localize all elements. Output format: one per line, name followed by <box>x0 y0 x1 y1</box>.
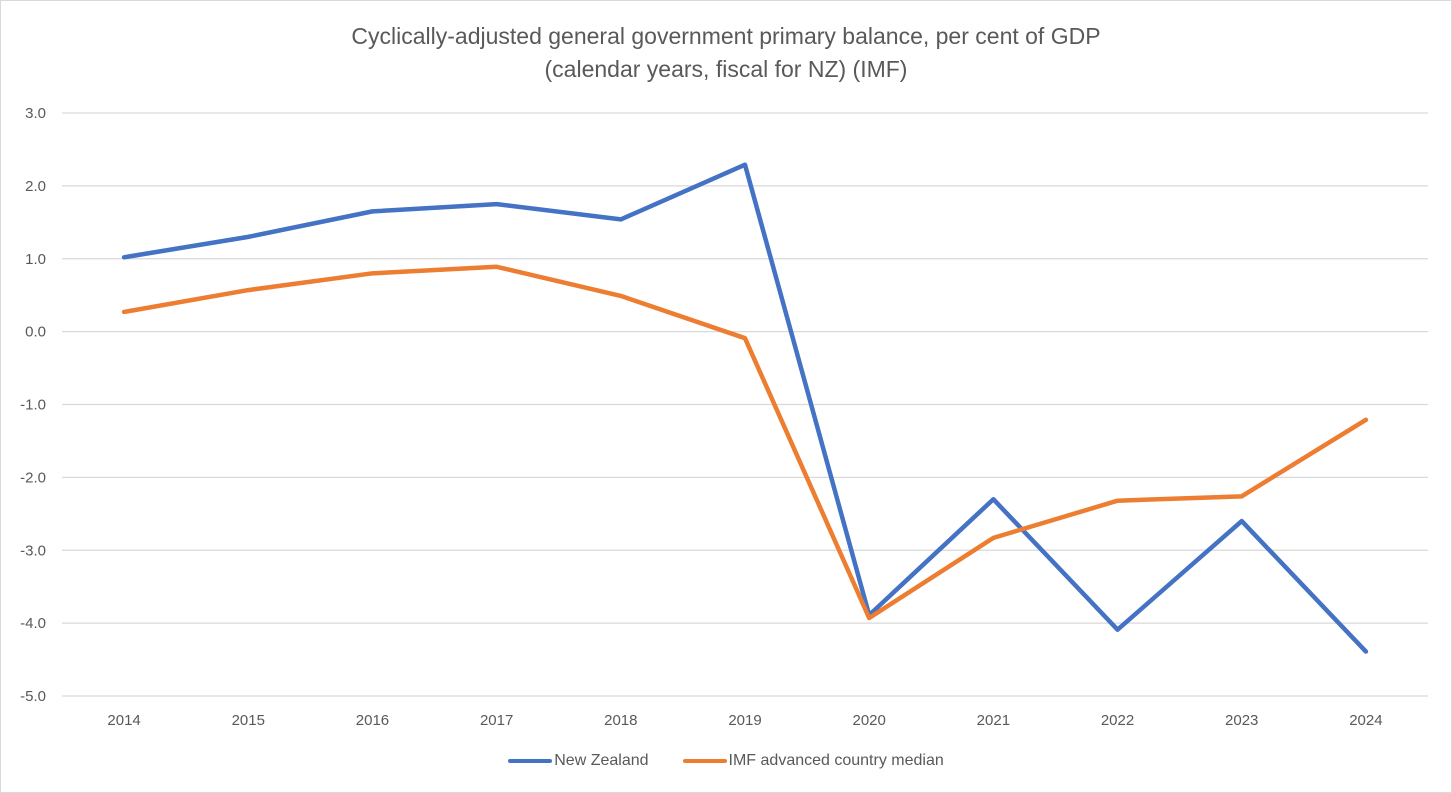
x-tick-label: 2014 <box>107 712 140 729</box>
y-tick-label: -4.0 <box>20 615 46 632</box>
series-line-imf-advanced-country-median[interactable] <box>121 264 1369 621</box>
y-tick-label: 3.0 <box>25 105 46 122</box>
legend: New Zealand IMF advanced country median <box>0 752 1452 770</box>
series-lines <box>121 162 1369 654</box>
x-tick-label: 2024 <box>1349 712 1382 729</box>
x-tick-label: 2015 <box>232 712 265 729</box>
gridlines <box>62 112 1428 697</box>
y-tick-label: -5.0 <box>20 688 46 705</box>
legend-swatch-new-zealand <box>508 759 553 763</box>
legend-item-new-zealand[interactable]: New Zealand <box>508 752 649 770</box>
y-tick-label: -1.0 <box>20 397 46 414</box>
legend-label: New Zealand <box>554 752 649 769</box>
legend-label: IMF advanced country median <box>728 752 944 769</box>
legend-item-imf-median[interactable]: IMF advanced country median <box>682 752 944 770</box>
chart-title: Cyclically-adjusted general government p… <box>351 23 1101 49</box>
x-axis-ticks: 2014 2015 2016 2017 2018 2019 2020 2021 2022 2023… <box>107 712 1382 729</box>
x-tick-label: 2018 <box>604 712 637 729</box>
x-tick-label: 2021 <box>977 712 1010 729</box>
x-tick-label: 2022 <box>1101 712 1134 729</box>
x-tick-label: 2023 <box>1225 712 1258 729</box>
y-tick-label: -3.0 <box>20 542 46 559</box>
x-tick-label: 2019 <box>728 712 761 729</box>
y-tick-label: -2.0 <box>20 469 46 486</box>
x-tick-label: 2016 <box>356 712 389 729</box>
y-tick-label: 2.0 <box>25 178 46 195</box>
legend-swatch-imf-median <box>682 759 727 763</box>
x-tick-label: 2017 <box>480 712 513 729</box>
x-tick-label: 2020 <box>852 712 885 729</box>
chart-subtitle: (calendar years, fiscal for NZ) (IMF) <box>544 56 908 82</box>
y-axis-ticks: 3.0 2.0 1.0 0.0 -1.0 -2.0 -3.0 -4.0 -5.0 <box>20 105 46 705</box>
series-line-new-zealand[interactable] <box>121 162 1369 654</box>
y-tick-label: 0.0 <box>25 324 46 341</box>
y-tick-label: 1.0 <box>25 251 46 268</box>
